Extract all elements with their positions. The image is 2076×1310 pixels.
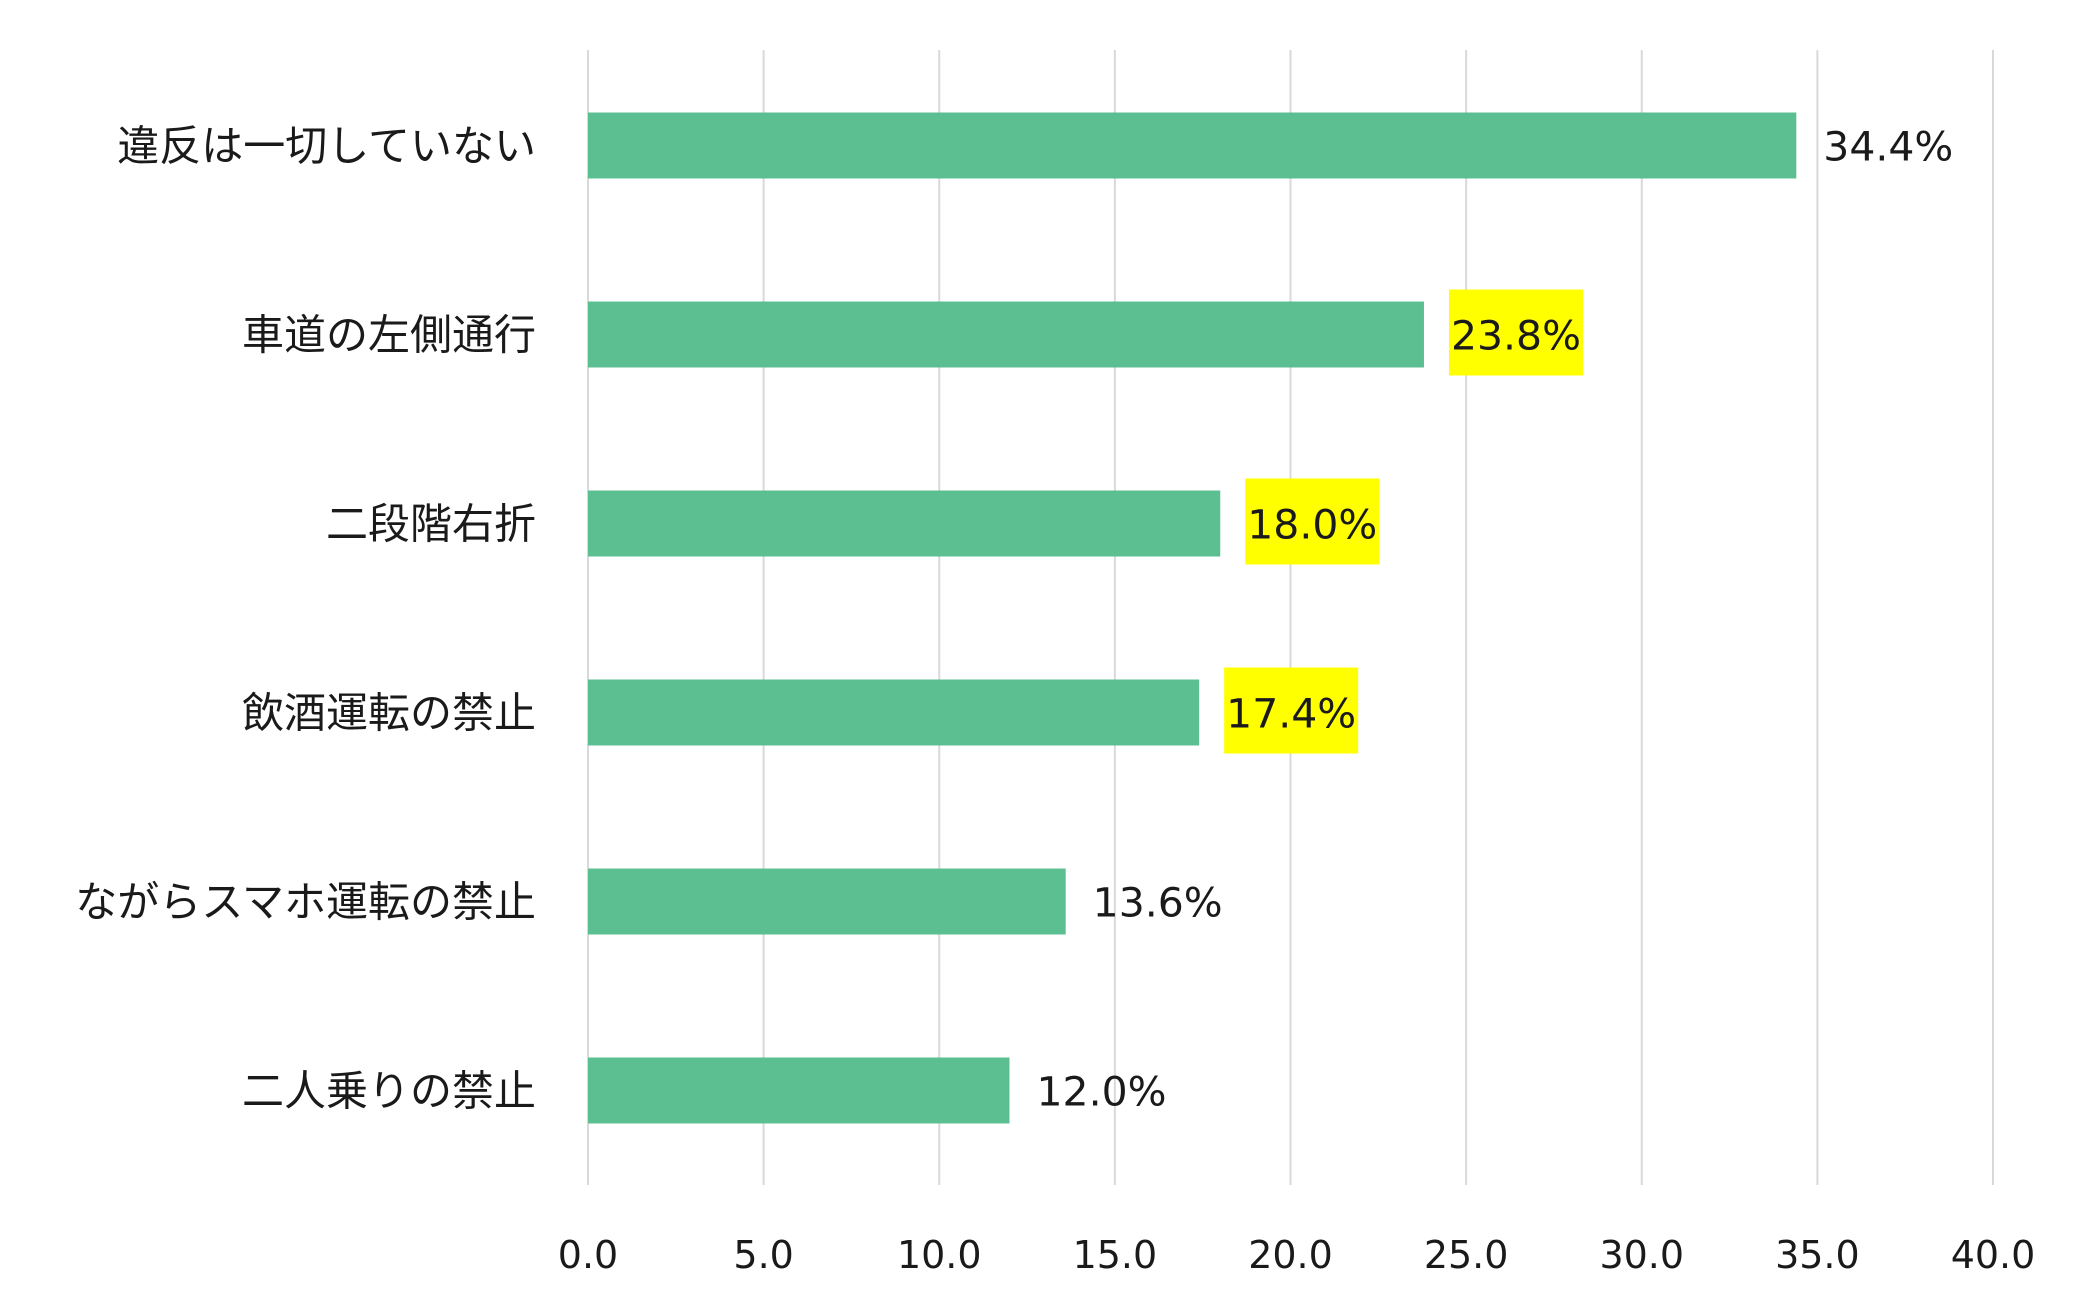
data-label: 18.0% [1247, 503, 1377, 549]
x-tick-label: 25.0 [1424, 1233, 1509, 1277]
data-label: 34.4% [1823, 125, 1953, 171]
category-label: ながらスマホ運転の禁止 [75, 878, 536, 927]
x-tick-label: 40.0 [1951, 1233, 2036, 1277]
category-labels: 違反は一切していない車道の左側通行二段階右折飲酒運転の禁止ながらスマホ運転の禁止… [75, 122, 536, 1116]
category-label: 飲酒運転の禁止 [242, 689, 536, 738]
data-labels: 34.4% 23.8% 18.0% 17.4% 13.6% 12.0% [1037, 125, 1954, 1116]
category-label: 車道の左側通行 [242, 311, 536, 360]
label-highlight [1448, 289, 1583, 376]
bar [588, 1057, 1010, 1124]
x-tick-labels: 0.0 5.0 10.0 15.0 20.0 25.0 30.0 35.0 40.0 [558, 1233, 2036, 1277]
bars [588, 112, 1797, 1124]
category-label: 違反は一切していない [117, 122, 536, 171]
data-label: 12.0% [1037, 1070, 1167, 1116]
data-label: 17.4% [1226, 692, 1356, 738]
bar [588, 679, 1200, 746]
category-label: 二人乗りの禁止 [242, 1067, 536, 1116]
x-tick-label: 10.0 [897, 1233, 982, 1277]
x-tick-label: 15.0 [1073, 1233, 1158, 1277]
x-tick-label: 35.0 [1775, 1233, 1860, 1277]
label-highlight [1245, 478, 1380, 565]
grid-lines [587, 50, 1994, 1185]
label-highlight [1224, 667, 1359, 754]
bar [588, 112, 1797, 179]
category-label: 二段階右折 [326, 500, 536, 549]
bar [588, 868, 1066, 935]
data-label: 23.8% [1451, 314, 1581, 360]
x-tick-label: 5.0 [733, 1233, 793, 1277]
x-tick-label: 0.0 [558, 1233, 618, 1277]
data-label: 13.6% [1093, 881, 1223, 927]
bar [588, 490, 1221, 557]
bar [588, 301, 1424, 368]
x-tick-label: 20.0 [1248, 1233, 1333, 1277]
x-tick-label: 30.0 [1599, 1233, 1684, 1277]
